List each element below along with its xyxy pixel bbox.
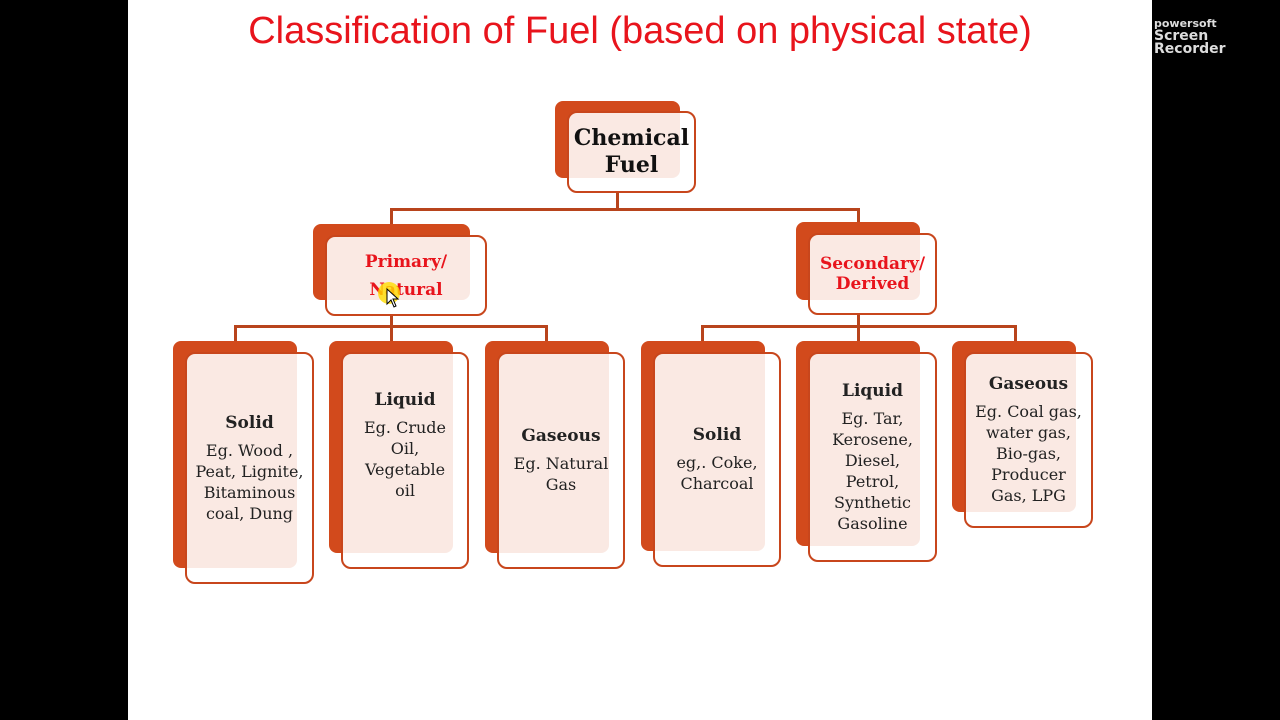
connector [616,193,619,211]
connector [857,208,860,223]
node-secondary-solid: Solid eg,. Coke, Charcoal [653,352,781,567]
node-secondary-gaseous: Gaseous Eg. Coal gas, water gas, Bio-gas,… [964,352,1093,528]
node-secondary-liquid: Liquid Eg. Tar, Kerosene, Diesel, Petrol,… [808,352,937,562]
connector [390,208,860,211]
slide-title: Classification of Fuel (based on physica… [248,10,1032,52]
node-primary-liquid: Liquid Eg. Crude Oil, Vegetable oil [341,352,469,569]
connector [857,325,860,341]
cursor-arrow-icon [386,288,400,308]
node-chemical-fuel: Chemical Fuel [567,111,696,193]
connector [701,325,704,341]
node-primary-solid: Solid Eg. Wood , Peat, Lignite, Bitaminou… [185,352,314,584]
watermark: powersoft Screen Recorder [1154,17,1226,57]
node-primary-gaseous: Gaseous Eg. Natural Gas [497,352,625,569]
connector [545,325,548,341]
connector [1014,325,1017,341]
connector [234,325,237,341]
node-primary-natural: Primary/ Natural [325,235,487,316]
connector [390,325,393,341]
connector [857,315,860,328]
connector [390,208,393,225]
node-secondary-derived: Secondary/ Derived [808,233,937,315]
connector [390,316,393,328]
